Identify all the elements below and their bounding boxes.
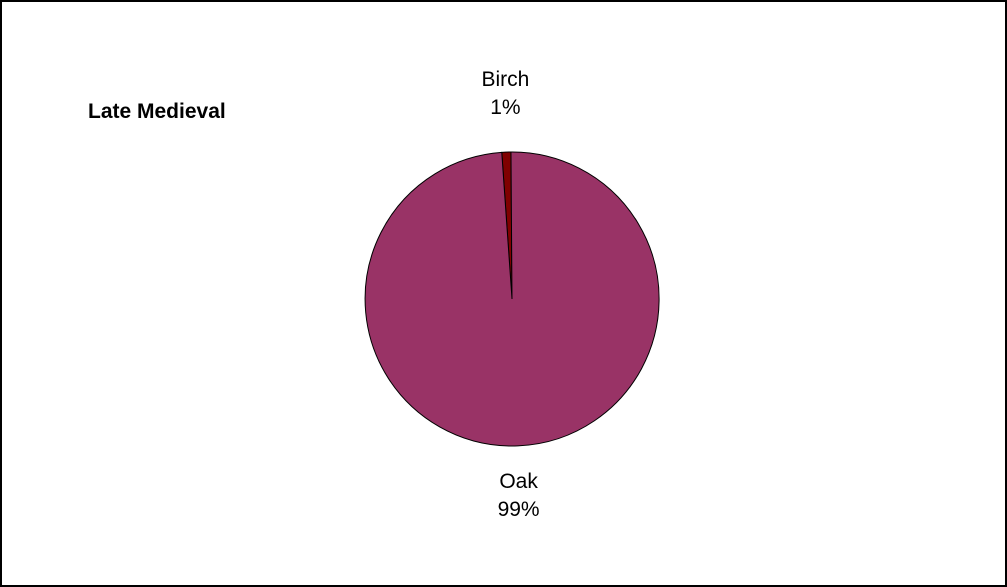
slice-label-birch: Birch: [481, 68, 529, 91]
chart-title: Late Medieval: [88, 100, 226, 123]
pie-slices: [364, 151, 660, 447]
slice-label-oak: Oak: [499, 470, 538, 493]
slice-percent-birch: 1%: [490, 96, 520, 119]
pie-labels: Birch 1% Oak 99%: [481, 68, 539, 521]
pie-slice-oak: [364, 151, 660, 447]
slice-percent-oak: 99%: [498, 498, 540, 521]
